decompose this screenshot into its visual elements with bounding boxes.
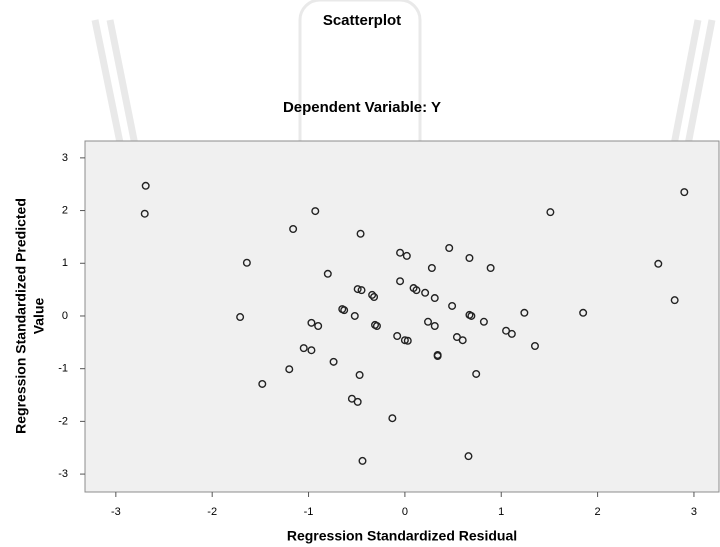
y-tick-label: 2 — [62, 204, 68, 216]
y-tick-label: -2 — [58, 415, 68, 427]
y-tick-label: 3 — [62, 152, 68, 164]
x-tick-label: -3 — [111, 506, 121, 518]
chart: Scatterplot Dependent Variable: Y Regres… — [0, 0, 720, 547]
x-tick-label: -1 — [304, 506, 314, 518]
x-tick-label: 1 — [498, 506, 504, 518]
chart-title: Scatterplot — [323, 12, 401, 29]
y-tick-label: 0 — [62, 310, 68, 322]
x-tick-label: 2 — [595, 506, 601, 518]
x-axis-label: Regression Standardized Residual — [287, 528, 517, 544]
x-tick-label: 3 — [691, 506, 697, 518]
x-tick-label: 0 — [402, 506, 408, 518]
y-tick-label: -3 — [58, 468, 68, 480]
y-tick-label: 1 — [62, 257, 68, 269]
chart-subtitle: Dependent Variable: Y — [283, 99, 441, 116]
plot-area — [85, 141, 719, 492]
y-tick-label: -1 — [58, 363, 68, 375]
y-axis-label: Value — [31, 298, 47, 335]
x-tick-label: -2 — [207, 506, 217, 518]
y-axis-label: Regression Standardized Predicted — [13, 198, 29, 434]
